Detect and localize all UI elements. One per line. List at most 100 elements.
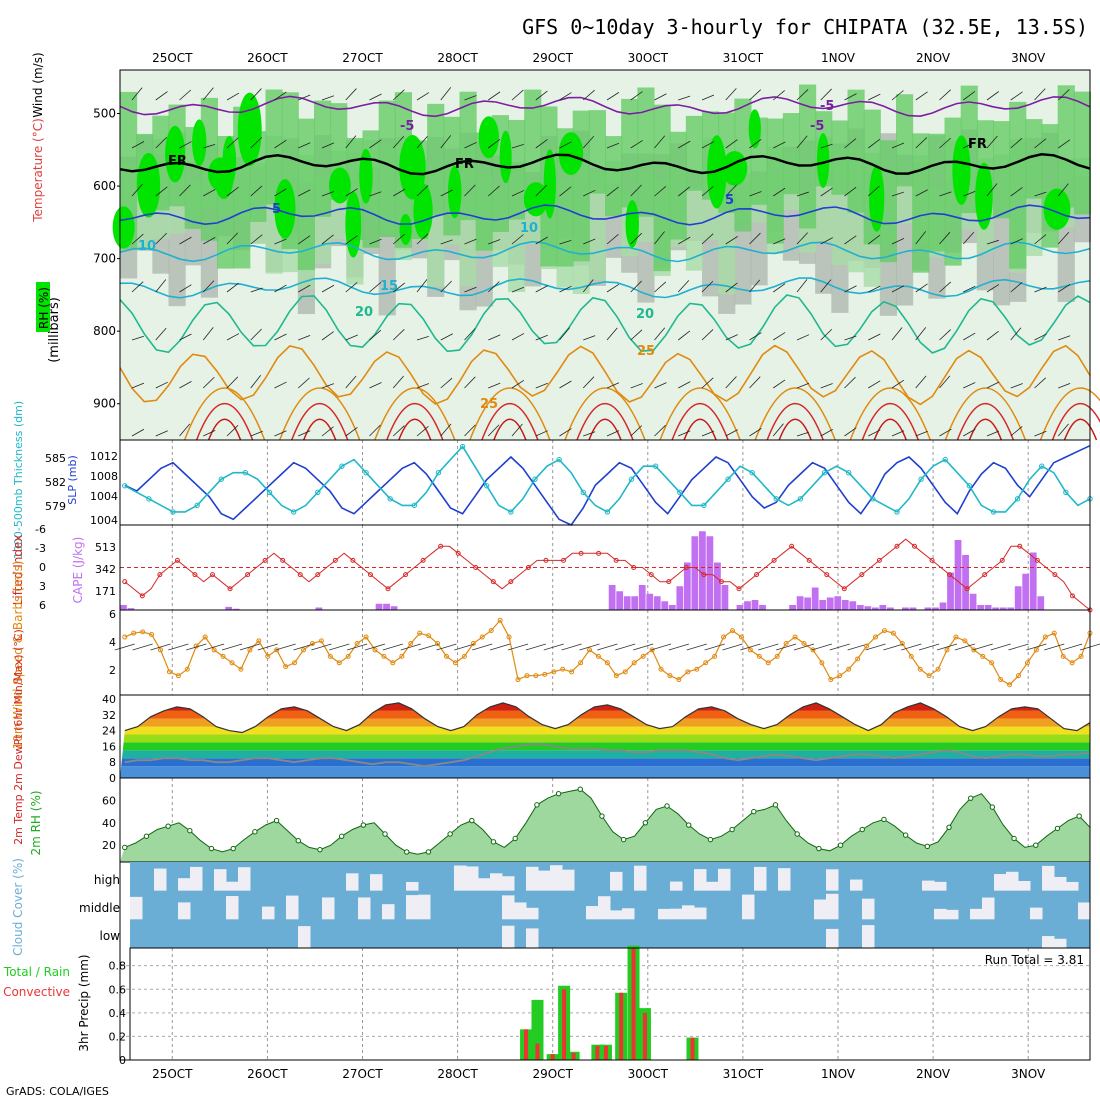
wind-speed-marker	[819, 660, 825, 666]
wind-barb-10m	[722, 643, 743, 651]
wind-barb-10m	[114, 643, 135, 651]
rh-marker	[187, 827, 193, 834]
li-marker	[174, 557, 180, 563]
pressure-tick-label: 700	[93, 252, 116, 266]
wind-barb	[891, 90, 904, 101]
wind-speed-marker	[533, 673, 539, 679]
li-marker	[490, 579, 496, 585]
cape-bar	[676, 586, 684, 610]
cloud-cell	[826, 928, 839, 948]
temp-color-band	[120, 766, 1090, 778]
cloud-cell	[214, 869, 227, 891]
wind-barb	[511, 423, 523, 437]
cape-bar	[789, 605, 796, 610]
wind-speed-marker	[890, 630, 896, 636]
precip-tick-label: 0.8	[109, 960, 127, 973]
rh-core	[274, 179, 296, 239]
rh-marker	[751, 808, 757, 815]
bottom-date-label: 3NOV	[1011, 1067, 1046, 1081]
wind-barb	[796, 135, 808, 149]
wind-speed-marker	[667, 673, 673, 679]
li-marker	[438, 543, 444, 549]
wind-barb	[796, 431, 809, 437]
wind-speed-marker	[1051, 630, 1057, 636]
li-marker	[139, 593, 145, 599]
isotherm-line	[119, 153, 1091, 176]
wind-barb	[440, 135, 452, 149]
cloud-cell	[670, 908, 683, 920]
wind-barb	[701, 430, 715, 437]
cloud-cell	[502, 925, 515, 948]
wind-speed-marker	[595, 653, 601, 659]
wind-barb	[915, 283, 928, 293]
wind-barb	[511, 379, 525, 389]
wind-barb	[226, 232, 239, 245]
rh-marker	[143, 833, 150, 839]
li-marker	[508, 579, 514, 585]
li-marker	[648, 572, 654, 578]
cloud-cell	[586, 906, 599, 920]
wind-barb	[678, 236, 691, 245]
wind-barb-10m	[561, 643, 582, 651]
warm-dome-contour	[861, 402, 919, 441]
wind-barb	[606, 142, 620, 149]
wind-barb	[392, 89, 405, 101]
wind-barb	[725, 334, 738, 341]
wind-barb	[559, 380, 572, 389]
wind-barb	[939, 428, 952, 437]
wind-speed-marker	[587, 647, 593, 653]
lower-panels-frame	[119, 439, 1091, 1061]
wind-barb-10m	[847, 643, 868, 651]
wind-speed-marker	[301, 647, 307, 653]
wind-barb	[1034, 191, 1047, 197]
wind-barb	[773, 332, 786, 341]
cape-bar	[744, 601, 751, 610]
wind-speed-marker	[971, 647, 977, 653]
wind10m-axis-label: 10m Wind Speed & Barbs (m/s)	[11, 561, 25, 750]
wind-barb	[749, 376, 761, 389]
temperature-line	[124, 702, 1091, 734]
cloud-cell	[598, 896, 611, 920]
contour-label: 20	[636, 307, 654, 322]
warm-dome-contour	[279, 387, 361, 441]
wind-barb	[725, 429, 738, 437]
wind-speed-marker	[569, 669, 575, 675]
wind-barb	[654, 135, 666, 149]
wind-barb-10m	[1008, 643, 1029, 651]
wind-barb	[891, 379, 905, 389]
rh-core	[192, 119, 207, 166]
wind-barb	[820, 428, 833, 437]
wind-barb	[535, 382, 548, 389]
cloud-cell	[406, 881, 419, 891]
temp-tick-label: 40	[102, 693, 116, 706]
wind-speed-marker	[506, 634, 512, 640]
thickness-marker	[484, 483, 490, 489]
rh-band-2	[799, 84, 817, 229]
temp-tick-label: 0	[109, 772, 116, 785]
wind-barb	[630, 140, 643, 149]
cloud-cell	[298, 926, 311, 948]
temp-color-band	[120, 726, 1090, 735]
rh-band-2	[588, 110, 606, 194]
temperature-axis-label: Temperature (°C)	[31, 118, 45, 223]
cloud-cell	[1054, 938, 1067, 948]
wind-barb	[725, 184, 737, 197]
li-marker	[262, 557, 268, 563]
warm-dome-contour	[849, 387, 931, 441]
cape-bar	[616, 591, 624, 610]
wind-barb	[131, 183, 143, 197]
thickness-marker	[797, 496, 804, 502]
wind-barb	[868, 333, 881, 341]
slp-tick-label: 1012	[90, 450, 118, 463]
li-marker	[332, 557, 338, 563]
rh-band-2	[265, 89, 283, 205]
thickness-marker	[532, 476, 538, 482]
cloud-cell	[178, 878, 191, 891]
warm-dome-contour	[207, 418, 242, 441]
wind-barb	[606, 233, 619, 245]
li-tick-label: -6	[35, 523, 46, 536]
wind-speed-marker	[917, 666, 923, 672]
wind-barb	[440, 377, 453, 389]
wind-barb	[226, 333, 240, 341]
